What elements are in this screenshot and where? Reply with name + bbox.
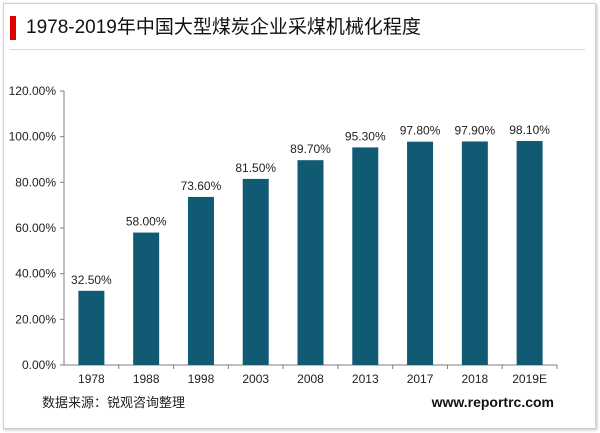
data-label: 32.50% — [71, 273, 112, 287]
website-url: www.reportrc.com — [431, 394, 554, 410]
x-tick-label: 2018 — [461, 372, 488, 386]
y-tick-label: 100.00% — [9, 130, 57, 144]
data-source: 数据来源：锐观咨询整理 — [42, 395, 186, 410]
x-tick-label: 1978 — [78, 372, 105, 386]
data-label: 98.10% — [509, 123, 550, 137]
bar-2019E — [516, 141, 543, 365]
data-label: 97.90% — [454, 123, 495, 137]
x-tick-label: 2019E — [512, 372, 547, 386]
bar-1998 — [187, 196, 214, 365]
x-tick-label: 2003 — [242, 372, 269, 386]
data-label: 58.00% — [126, 215, 167, 229]
y-tick-label: 20.00% — [15, 312, 56, 326]
bar-2017 — [407, 141, 434, 365]
data-label: 81.50% — [235, 161, 276, 175]
x-tick-label: 1988 — [133, 372, 160, 386]
bar-1988 — [133, 232, 160, 365]
data-label: 89.70% — [290, 142, 331, 156]
x-tick-label: 2008 — [297, 372, 324, 386]
y-tick-label: 60.00% — [15, 221, 56, 235]
y-tick-label: 120.00% — [9, 84, 57, 98]
y-tick-label: 40.00% — [15, 267, 56, 281]
bar-2018 — [461, 141, 488, 365]
x-tick-label: 2013 — [352, 372, 379, 386]
title-accent-bar — [10, 16, 16, 40]
bar-1978 — [78, 290, 105, 365]
title-divider — [10, 49, 585, 50]
y-tick-label: 0.00% — [22, 358, 56, 372]
bar-2003 — [242, 178, 269, 365]
bar-2013 — [352, 147, 379, 365]
data-label: 97.80% — [400, 124, 441, 138]
chart-title: 1978-2019年中国大型煤炭企业采煤机械化程度 — [26, 17, 421, 38]
bar-2008 — [297, 160, 324, 365]
data-label: 95.30% — [345, 129, 386, 143]
data-label: 73.60% — [181, 179, 222, 193]
x-tick-label: 1998 — [188, 372, 215, 386]
y-tick-label: 80.00% — [15, 175, 56, 189]
x-tick-label: 2017 — [407, 372, 434, 386]
